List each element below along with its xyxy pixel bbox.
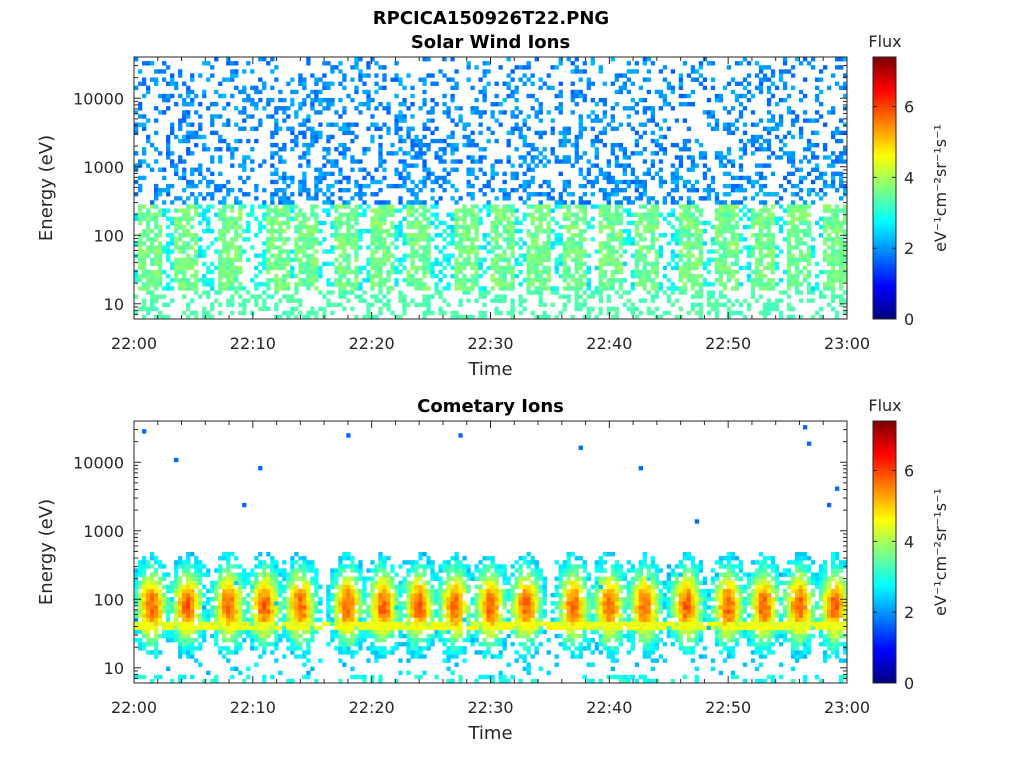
colorbar-2: 0 2 4 6 Flux eV⁻¹cm⁻²sr⁻¹s⁻¹ bbox=[868, 396, 950, 693]
spectrogram-cells-1 bbox=[134, 57, 848, 320]
colorbar-1: 0 2 4 6 Flux eV⁻¹cm⁻²sr⁻¹s⁻¹ bbox=[868, 32, 950, 329]
x-tick-label: 22:30 bbox=[467, 334, 513, 353]
x-tick-label: 22:20 bbox=[349, 334, 395, 353]
colorbar-tick-label: 2 bbox=[904, 603, 914, 622]
spectrogram-cells-2 bbox=[134, 425, 848, 684]
x-tick-label: 23:00 bbox=[824, 698, 870, 717]
y-tick-label: 10000 bbox=[73, 89, 124, 108]
x-tick-label: 22:10 bbox=[230, 334, 276, 353]
x-axis-label: Time bbox=[467, 359, 512, 380]
colorbar-tick-label: 6 bbox=[904, 98, 914, 117]
x-tick-label: 22:40 bbox=[586, 334, 632, 353]
x-tick-label: 23:00 bbox=[824, 334, 870, 353]
y-axis-label: Energy (eV) bbox=[36, 499, 57, 605]
y-axis-label: Energy (eV) bbox=[36, 135, 57, 241]
colorbar-tick-label: 4 bbox=[904, 168, 914, 187]
colorbar-units: eV⁻¹cm⁻²sr⁻¹s⁻¹ bbox=[931, 488, 950, 616]
x-tick-label: 22:40 bbox=[586, 698, 632, 717]
y-tick-label: 1000 bbox=[83, 522, 124, 541]
figure-title: RPCICA150926T22.PNG bbox=[372, 8, 610, 29]
colorbar-tick-label: 0 bbox=[904, 310, 914, 329]
x-tick-label: 22:50 bbox=[705, 698, 751, 717]
x-axis-label: Time bbox=[467, 723, 512, 744]
panel-title: Cometary Ions bbox=[417, 396, 564, 417]
colorbar-tick-label: 6 bbox=[904, 462, 914, 481]
colorbar-tick-label: 2 bbox=[904, 239, 914, 258]
colorbar-tick-label: 0 bbox=[904, 674, 914, 693]
x-tick-label: 22:10 bbox=[230, 698, 276, 717]
y-tick-label: 10 bbox=[104, 659, 124, 678]
x-axis-1: 22:00 22:10 22:20 22:30 22:40 22:50 23:00 bbox=[111, 57, 870, 353]
y-tick-label: 100 bbox=[93, 590, 124, 609]
x-tick-label: 22:00 bbox=[111, 334, 157, 353]
y-axis-2: 10 100 1000 10000 bbox=[73, 420, 847, 684]
colorbar-title: Flux bbox=[868, 32, 901, 51]
colorbar-units: eV⁻¹cm⁻²sr⁻¹s⁻¹ bbox=[931, 124, 950, 252]
x-tick-label: 22:20 bbox=[349, 698, 395, 717]
colorbar-title: Flux bbox=[868, 396, 901, 415]
x-axis-2: 22:00 22:10 22:20 22:30 22:40 22:50 23:00 bbox=[111, 421, 870, 717]
y-tick-label: 1000 bbox=[83, 158, 124, 177]
x-tick-label: 22:00 bbox=[111, 698, 157, 717]
x-tick-label: 22:30 bbox=[467, 698, 513, 717]
y-tick-label: 10 bbox=[104, 295, 124, 314]
y-tick-label: 100 bbox=[93, 226, 124, 245]
y-tick-label: 10000 bbox=[73, 453, 124, 472]
y-axis-1: 10 100 1000 10000 bbox=[73, 56, 847, 320]
x-tick-label: 22:50 bbox=[705, 334, 751, 353]
panel-title: Solar Wind Ions bbox=[411, 32, 570, 53]
colorbar-tick-label: 4 bbox=[904, 532, 914, 551]
